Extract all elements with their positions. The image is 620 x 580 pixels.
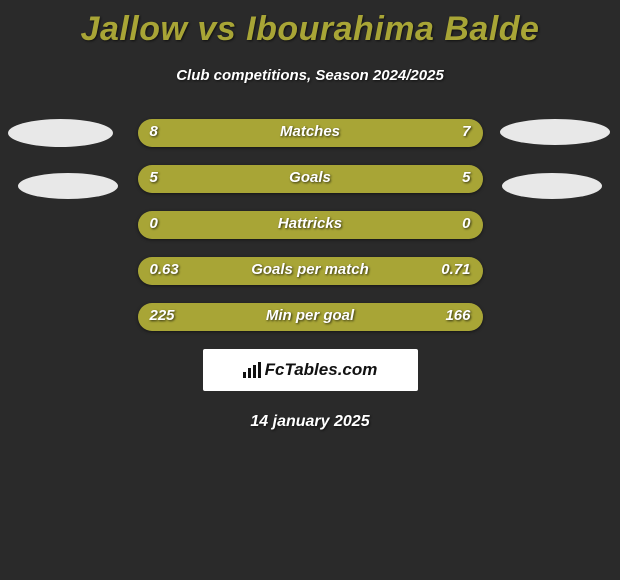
chart-icon	[243, 362, 261, 378]
stat-row-min-per-goal: 225 Min per goal 166	[138, 303, 483, 331]
player-left-badge-2	[18, 173, 118, 199]
stat-value-right: 7	[462, 123, 470, 140]
stat-row-goals-per-match: 0.63 Goals per match 0.71	[138, 257, 483, 285]
logo-box: FcTables.com	[203, 349, 418, 391]
page-title: Jallow vs Ibourahima Balde	[0, 0, 620, 49]
stat-value-right: 166	[445, 307, 470, 324]
stat-label: Matches	[138, 123, 483, 140]
player-left-badge-1	[8, 119, 113, 147]
stat-value-right: 0	[462, 215, 470, 232]
stat-label: Goals per match	[138, 261, 483, 278]
player-right-badge-2	[502, 173, 602, 199]
stat-row-hattricks: 0 Hattricks 0	[138, 211, 483, 239]
logo: FcTables.com	[243, 360, 378, 380]
player-right-badge-1	[500, 119, 610, 145]
stat-label: Hattricks	[138, 215, 483, 232]
stat-row-goals: 5 Goals 5	[138, 165, 483, 193]
stat-value-right: 0.71	[441, 261, 470, 278]
stat-row-matches: 8 Matches 7	[138, 119, 483, 147]
logo-text: FcTables.com	[265, 360, 378, 380]
stats-area: 8 Matches 7 5 Goals 5 0 Hattricks 0 0.63…	[0, 119, 620, 331]
subtitle: Club competitions, Season 2024/2025	[0, 67, 620, 84]
stat-label: Min per goal	[138, 307, 483, 324]
date: 14 january 2025	[0, 413, 620, 431]
stat-value-right: 5	[462, 169, 470, 186]
stat-label: Goals	[138, 169, 483, 186]
